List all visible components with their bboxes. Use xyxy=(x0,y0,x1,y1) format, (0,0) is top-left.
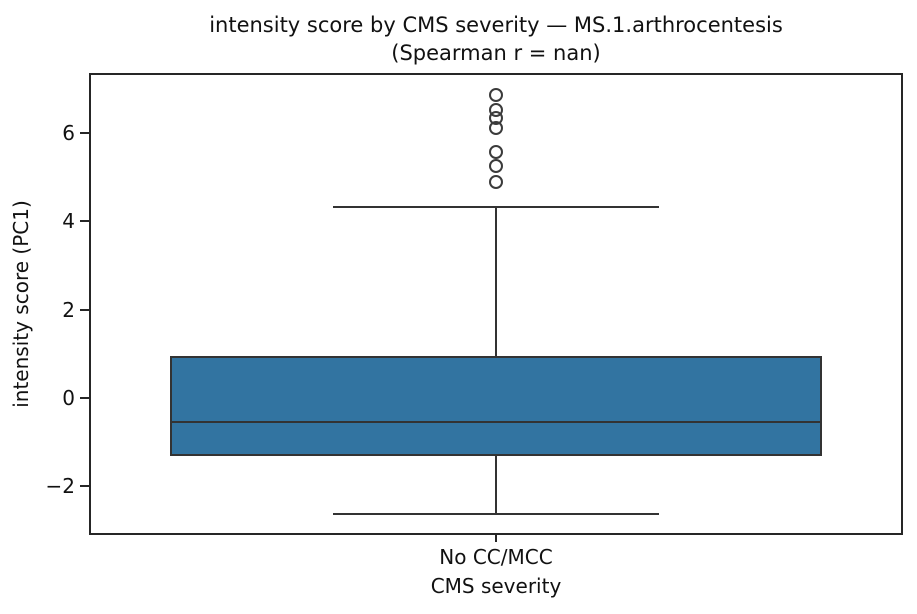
lower-whisker xyxy=(495,456,497,515)
x-tick xyxy=(495,535,497,542)
y-tick-label: −2 xyxy=(45,474,75,499)
x-tick-label: No CC/MCC xyxy=(439,545,553,569)
outlier-point xyxy=(489,174,503,189)
y-tick xyxy=(80,220,89,223)
x-axis-label: CMS severity xyxy=(430,574,562,598)
y-tick xyxy=(80,132,89,135)
y-tick-label: 2 xyxy=(62,297,75,322)
axes: −2 0 2 4 6 xyxy=(46,73,903,542)
y-tick-label: 6 xyxy=(62,121,75,146)
upper-whisker xyxy=(495,207,497,357)
upper-whisker-cap xyxy=(333,206,659,209)
y-axis-label: intensity score (PC1) xyxy=(9,200,33,408)
y-tick-label: 0 xyxy=(62,386,75,411)
chart-title-line2: (Spearman r = nan) xyxy=(391,41,601,65)
y-tick xyxy=(80,308,89,311)
y-tick-label: 4 xyxy=(62,209,75,234)
y-tick xyxy=(80,397,89,400)
outlier-point xyxy=(489,88,503,103)
lower-whisker-cap xyxy=(333,513,659,516)
median-line xyxy=(170,420,822,423)
chart-title-line1: intensity score by CMS severity — MS.1.a… xyxy=(209,13,783,37)
y-tick xyxy=(80,485,89,488)
outlier-point xyxy=(489,144,503,159)
chart-title: intensity score by CMS severity — MS.1.a… xyxy=(89,11,903,67)
outlier-point xyxy=(489,120,503,135)
outlier-point xyxy=(489,159,503,174)
iqr-box xyxy=(170,356,822,457)
